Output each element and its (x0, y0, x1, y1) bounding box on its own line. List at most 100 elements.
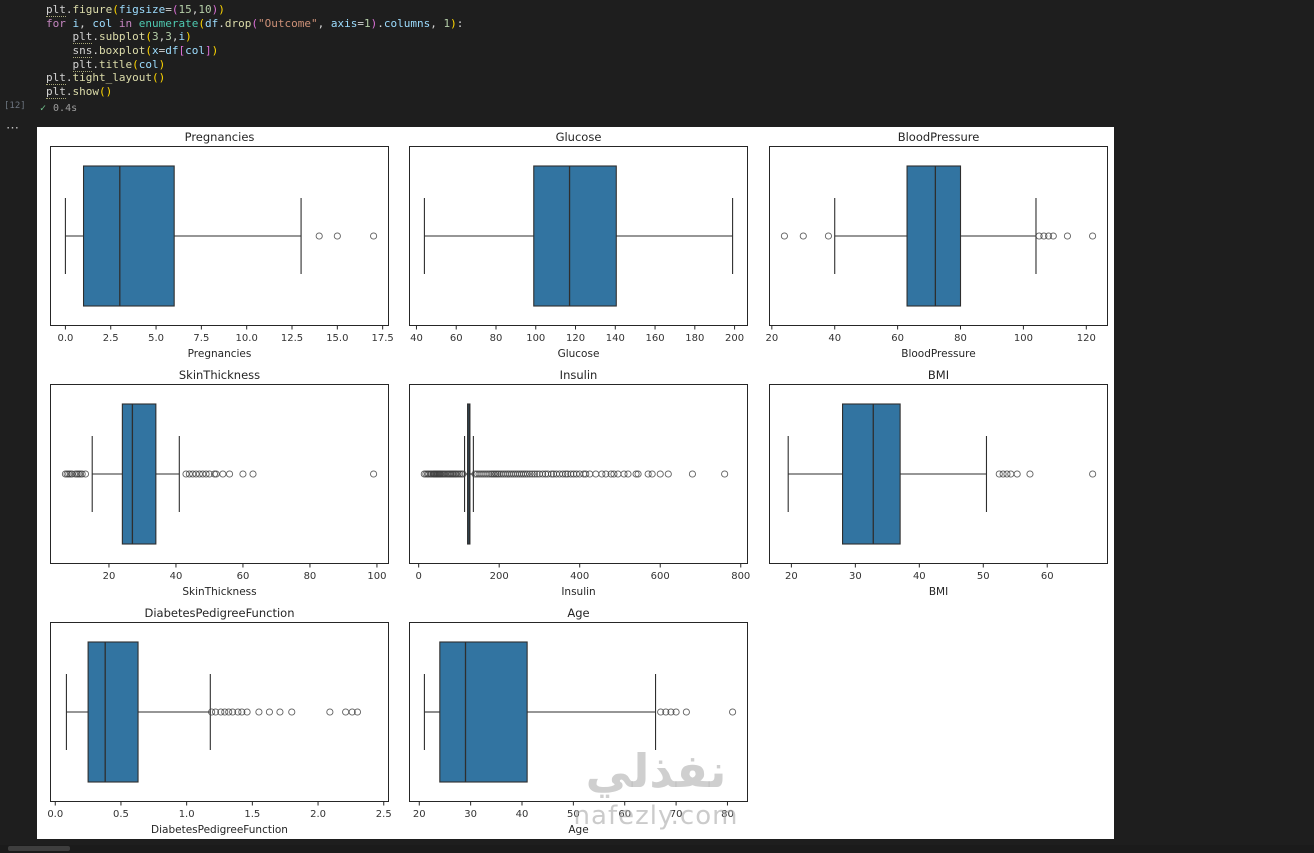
boxplot-svg: 20 40 60 80 100 SkinThickness (50, 384, 389, 598)
subplot-insulin: Insulin 0 200 400 600 800 Insulin (409, 368, 750, 600)
svg-text:120: 120 (1077, 333, 1096, 344)
subplot-diabetespedigreefunction: DiabetesPedigreeFunction 0.0 0.5 1.0 1.5 2.0 2… (47, 606, 392, 838)
svg-text:400: 400 (570, 571, 589, 582)
svg-text:50: 50 (977, 571, 990, 582)
svg-text:Glucose: Glucose (558, 348, 600, 360)
svg-text:80: 80 (954, 333, 967, 344)
svg-text:20: 20 (765, 333, 778, 344)
code-line: sns.boxplot(x=df[col]) (72, 44, 219, 59)
svg-text:7.5: 7.5 (193, 333, 209, 344)
svg-text:5.0: 5.0 (148, 333, 164, 344)
svg-text:12.5: 12.5 (281, 333, 303, 344)
svg-text:60: 60 (891, 333, 904, 344)
boxplot-svg: 20 30 40 50 60 BMI (769, 384, 1108, 598)
svg-text:40: 40 (410, 333, 423, 344)
svg-text:80: 80 (490, 333, 503, 344)
svg-text:60: 60 (1041, 571, 1054, 582)
svg-text:100: 100 (367, 571, 386, 582)
code-line: for i, col in enumerate(df.drop("Outcome… (46, 16, 464, 30)
boxplot-svg: 20 40 60 80 100 120 BloodPressure (765, 146, 1108, 360)
subplot-title: SkinThickness (178, 368, 261, 382)
svg-text:600: 600 (651, 571, 670, 582)
svg-text:80: 80 (721, 809, 734, 820)
svg-text:40: 40 (913, 571, 926, 582)
subplot-title: Glucose (555, 130, 602, 144)
svg-text:40: 40 (516, 809, 529, 820)
svg-text:17.5: 17.5 (372, 333, 394, 344)
svg-text:60: 60 (450, 333, 463, 344)
success-check-icon: ✓ (40, 103, 47, 114)
svg-text:15.0: 15.0 (326, 333, 348, 344)
svg-text:800: 800 (731, 571, 750, 582)
svg-text:140: 140 (606, 333, 625, 344)
svg-text:20: 20 (413, 809, 426, 820)
code-line: plt.tight_layout() (46, 71, 166, 86)
subplot-title: BMI (927, 368, 950, 382)
svg-text:SkinThickness: SkinThickness (182, 586, 256, 598)
svg-text:0: 0 (415, 571, 421, 582)
svg-text:BloodPressure: BloodPressure (901, 348, 975, 360)
subplot-glucose: Glucose 40 60 80 100 120 140 160 180 200 Glucose (409, 130, 748, 362)
code-editor[interactable]: plt.figure(figsize=(15,10)) for i, col in… (46, 3, 464, 100)
svg-text:160: 160 (646, 333, 665, 344)
subplot-bmi: BMI 20 30 40 50 60 BMI (769, 368, 1108, 600)
boxplot-svg: 40 60 80 100 120 140 160 180 200 Glucose (409, 146, 748, 360)
svg-text:Pregnancies: Pregnancies (188, 348, 252, 360)
svg-text:40: 40 (170, 571, 183, 582)
svg-text:2.5: 2.5 (103, 333, 119, 344)
boxplot-svg: 0.0 0.5 1.0 1.5 2.0 2.5 DiabetesPedigreeFuncti… (47, 622, 392, 836)
subplot-title: DiabetesPedigreeFunction (144, 606, 295, 620)
execution-count: [12] (4, 101, 26, 111)
svg-text:200: 200 (725, 333, 744, 344)
cell-actions-button[interactable]: ⋯ (6, 120, 20, 135)
code-line: plt.title(col) (72, 57, 166, 72)
boxplot-svg: 0.0 2.5 5.0 7.5 10.0 12.5 15.0 17.5 Pregnancies (50, 146, 394, 360)
svg-text:DiabetesPedigreeFunction: DiabetesPedigreeFunction (151, 824, 288, 836)
svg-text:30: 30 (464, 809, 477, 820)
svg-text:70: 70 (670, 809, 683, 820)
svg-text:20: 20 (785, 571, 798, 582)
subplot-bloodpressure: BloodPressure 20 40 60 80 100 120 BloodPressure (765, 130, 1108, 362)
svg-text:Insulin: Insulin (561, 586, 595, 598)
cell-status: ✓ 0.4s (40, 103, 77, 114)
svg-text:100: 100 (526, 333, 545, 344)
execution-time: 0.4s (53, 103, 78, 114)
svg-text:200: 200 (490, 571, 509, 582)
subplot-skinthickness: SkinThickness 20 40 60 80 100 SkinThickness (50, 368, 389, 600)
subplot-title: Age (567, 606, 590, 620)
svg-text:60: 60 (237, 571, 250, 582)
subplot-title: BloodPressure (897, 130, 980, 144)
svg-text:BMI: BMI (929, 586, 948, 598)
svg-text:30: 30 (849, 571, 862, 582)
subplot-title: Insulin (559, 368, 598, 382)
subplot-age: Age 20 30 40 50 60 70 80 Age (409, 606, 748, 838)
svg-text:80: 80 (304, 571, 317, 582)
horizontal-scrollbar[interactable] (0, 845, 1314, 853)
svg-text:10.0: 10.0 (236, 333, 258, 344)
svg-text:0.5: 0.5 (113, 809, 129, 820)
svg-text:60: 60 (618, 809, 631, 820)
subplot-title: Pregnancies (184, 130, 255, 144)
code-line: plt.figure(figsize=(15,10)) (46, 3, 225, 17)
svg-text:180: 180 (685, 333, 704, 344)
svg-text:1.0: 1.0 (179, 809, 195, 820)
svg-text:120: 120 (566, 333, 585, 344)
svg-text:0.0: 0.0 (47, 809, 63, 820)
subplot-pregnancies: Pregnancies 0.0 2.5 5.0 7.5 10.0 12.5 15.0 17.5 P… (50, 130, 394, 362)
code-line: plt.subplot(3,3,i) (72, 30, 192, 45)
svg-text:Age: Age (568, 824, 588, 836)
svg-text:0.0: 0.0 (57, 333, 73, 344)
svg-text:1.5: 1.5 (244, 809, 260, 820)
boxplot-svg: 0 200 400 600 800 Insulin (409, 384, 750, 598)
code-line: plt.show() (46, 85, 113, 100)
svg-text:2.5: 2.5 (376, 809, 392, 820)
cell-output-figure: Pregnancies 0.0 2.5 5.0 7.5 10.0 12.5 15.0 17.5 P… (37, 127, 1114, 839)
scrollbar-thumb[interactable] (8, 846, 70, 851)
svg-text:50: 50 (567, 809, 580, 820)
svg-text:40: 40 (828, 333, 841, 344)
svg-text:100: 100 (1014, 333, 1033, 344)
boxplot-svg: 20 30 40 50 60 70 80 Age (409, 622, 748, 836)
svg-text:2.0: 2.0 (310, 809, 326, 820)
svg-text:20: 20 (103, 571, 116, 582)
